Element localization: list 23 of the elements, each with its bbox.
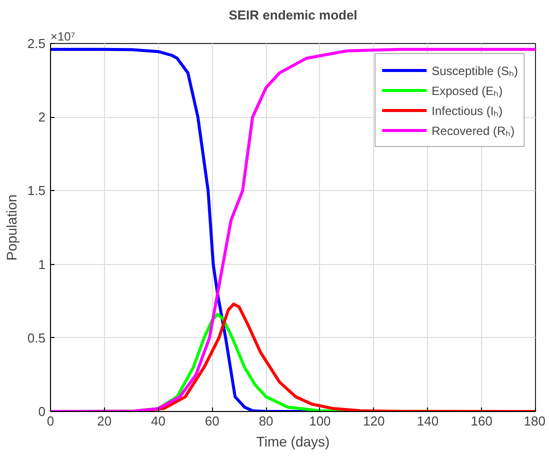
y-axis-title: Population — [3, 194, 20, 261]
x-axis-title: Time (days) — [256, 434, 330, 450]
x-tick-label: 120 — [362, 414, 385, 428]
y-tick-label: 1 — [38, 256, 46, 272]
x-tick-label: 180 — [524, 414, 546, 428]
y-tick-label: 2 — [38, 110, 46, 125]
x-tick-label: 160 — [470, 414, 492, 428]
x-tick-label: 140 — [416, 414, 439, 428]
x-tick-label: 40 — [151, 414, 166, 428]
text: ×10⁷ — [50, 30, 76, 44]
x-tick-label: 100 — [309, 414, 331, 428]
legend-label: Exposed (Eₕ) — [432, 82, 503, 98]
chart-title: SEIR endemic model — [228, 8, 358, 22]
x-tick-label: 20 — [97, 414, 112, 428]
x-tick-label: 60 — [204, 414, 220, 428]
legend-label: Recovered (Rₕ) — [432, 122, 515, 138]
y-tick-label: 0 — [38, 404, 46, 419]
y-tick-label: 2.5 — [27, 36, 46, 51]
y-tick-label: 0.5 — [27, 330, 46, 346]
y-tick-label: 1.5 — [27, 183, 46, 198]
legend-label: Susceptible (Sₕ) — [432, 62, 518, 78]
x-tick-label: 80 — [258, 414, 274, 428]
legend-label: Infectious (Iₕ) — [432, 102, 503, 118]
